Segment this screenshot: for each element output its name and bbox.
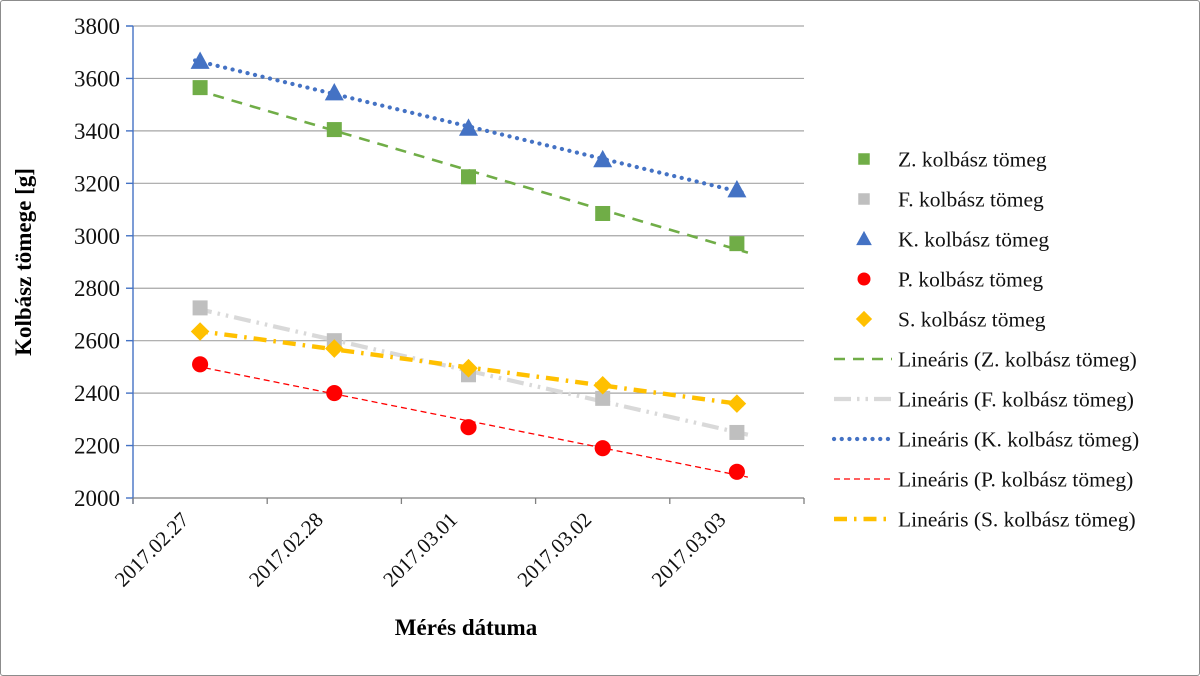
y-tick-label-2000: 2000 — [74, 486, 120, 511]
legend-label-trendline-4: Lineáris (S. kolbász tömeg) — [898, 508, 1136, 532]
marker-series-4-point-0 — [190, 322, 210, 341]
legend: Z. kolbász tömeg F. kolbász tömeg K. kolbá… — [831, 148, 1139, 532]
legend-label-trendline-1: Lineáris (F. kolbász tömeg) — [898, 388, 1134, 412]
marker-series-3-point-0 — [192, 356, 209, 373]
y-tick-label-2800: 2800 — [74, 276, 120, 301]
y-tick-label-3600: 3600 — [74, 66, 120, 91]
legend-marker-0 — [858, 153, 870, 165]
marker-series-2-point-2 — [458, 118, 479, 136]
marker-series-0-point-3 — [595, 205, 611, 221]
legend-label-trendline-2: Lineáris (K. kolbász tömeg) — [898, 428, 1139, 452]
legend-label-trendline-0: Lineáris (Z. kolbász tömeg) — [898, 348, 1137, 372]
y-tick-label-2200: 2200 — [74, 434, 120, 459]
marker-series-2-point-3 — [593, 149, 613, 168]
gridlines — [133, 25, 804, 447]
y-tick-label-3400: 3400 — [74, 119, 120, 144]
marker-series-1-point-3 — [595, 390, 611, 406]
y-tick-label-3000: 3000 — [74, 224, 120, 249]
marker-series-2-point-4 — [727, 180, 747, 198]
marker-series-0-point-0 — [192, 80, 208, 96]
data-point-markers — [190, 51, 747, 480]
x-tick-label-2: 2017.03.01 — [378, 508, 462, 592]
y-tick-label-3800: 3800 — [74, 14, 120, 39]
marker-series-3-point-4 — [728, 463, 745, 480]
y-axis-title: Kolbász tömege [g] — [11, 168, 36, 356]
legend-marker-4 — [855, 310, 873, 328]
x-tick-label-0: 2017.02.27 — [110, 508, 194, 592]
trendline-4 — [194, 328, 749, 408]
marker-series-3-point-3 — [594, 440, 611, 457]
legend-marker-2 — [856, 230, 872, 246]
legend-label-trendline-3: Lineáris (P. kolbász tömeg) — [898, 468, 1133, 492]
trendlines — [193, 58, 751, 478]
legend-marker-1 — [858, 193, 870, 205]
marker-series-0-point-4 — [729, 236, 745, 252]
marker-series-0-point-2 — [461, 169, 476, 185]
legend-marker-3 — [857, 272, 871, 286]
x-axis-title: Mérés dátuma — [395, 615, 538, 640]
x-tick-label-1: 2017.02.28 — [244, 508, 328, 592]
x-tick-label-4: 2017.03.03 — [647, 508, 731, 592]
y-axis-tick-labels: 2000 2200 2400 2600 2800 3000 3200 3400 3600 3800 — [74, 14, 120, 511]
x-axis — [132, 497, 805, 504]
y-tick-label-3200: 3200 — [74, 171, 120, 196]
marker-series-4-point-1 — [325, 339, 344, 358]
x-axis-tick-labels: 2017.02.27 2017.02.28 2017.03.01 2017.03.02… — [110, 508, 731, 592]
marker-series-4-point-4 — [727, 394, 747, 413]
marker-series-4-point-3 — [593, 375, 612, 395]
legend-label-series-2: K. kolbász tömeg — [898, 228, 1049, 252]
legend-label-series-3: P. kolbász tömeg — [898, 268, 1043, 292]
marker-series-1-point-0 — [192, 300, 208, 316]
marker-series-2-point-1 — [324, 83, 344, 101]
x-tick-label-3: 2017.03.02 — [512, 508, 596, 592]
marker-series-2-point-0 — [190, 51, 210, 69]
marker-series-0-point-1 — [326, 122, 342, 138]
legend-label-series-1: F. kolbász tömeg — [898, 188, 1044, 212]
y-tick-label-2600: 2600 — [74, 329, 120, 354]
marker-series-3-point-1 — [326, 385, 343, 402]
y-axis — [126, 25, 134, 504]
marker-series-4-point-2 — [459, 358, 478, 378]
legend-label-series-4: S. kolbász tömeg — [898, 308, 1046, 332]
y-tick-label-2400: 2400 — [74, 381, 120, 406]
marker-series-1-point-4 — [729, 424, 745, 440]
marker-series-3-point-2 — [460, 419, 477, 436]
legend-label-series-0: Z. kolbász tömeg — [898, 148, 1047, 172]
